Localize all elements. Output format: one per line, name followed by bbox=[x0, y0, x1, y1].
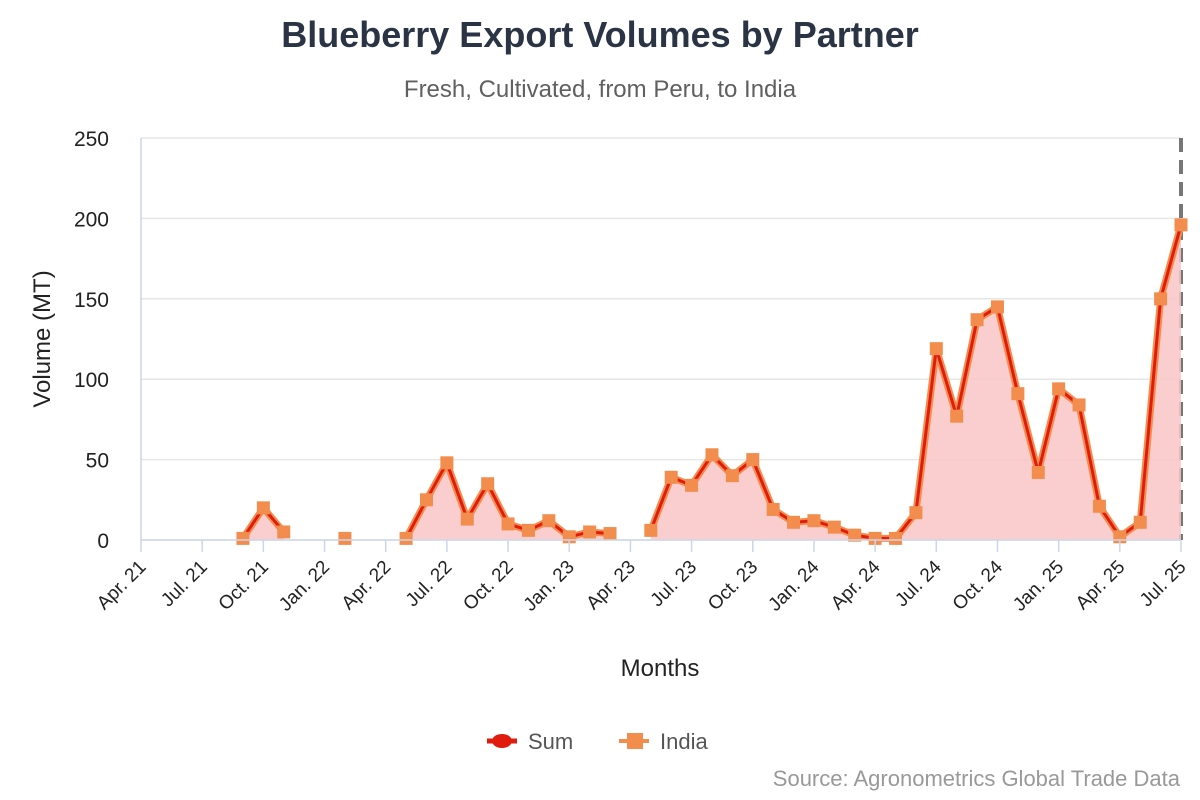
india-data-point[interactable] bbox=[685, 478, 699, 492]
india-data-point[interactable] bbox=[664, 470, 678, 484]
india-data-point[interactable] bbox=[419, 493, 433, 507]
x-tick-label: Jan. 23 bbox=[520, 557, 579, 616]
y-tick-label: 50 bbox=[86, 450, 109, 473]
x-tick-label: Jul. 21 bbox=[157, 557, 211, 611]
india-data-point[interactable] bbox=[705, 448, 719, 462]
india-data-point[interactable] bbox=[1052, 382, 1066, 396]
india-data-point[interactable] bbox=[1092, 499, 1106, 513]
india-data-point[interactable] bbox=[990, 300, 1004, 314]
india-data-point[interactable] bbox=[807, 514, 821, 528]
india-data-point[interactable] bbox=[889, 531, 903, 545]
india-data-point[interactable] bbox=[929, 342, 943, 356]
india-data-point[interactable] bbox=[848, 528, 862, 542]
y-tick-label: 0 bbox=[97, 530, 109, 553]
x-tick-label: Jan. 22 bbox=[275, 557, 334, 616]
india-data-point[interactable] bbox=[277, 525, 291, 539]
x-tick-label: Jul. 25 bbox=[1136, 557, 1190, 611]
sum-area bbox=[242, 507, 284, 540]
india-data-point[interactable] bbox=[1011, 387, 1025, 401]
x-tick-label: Jul. 24 bbox=[891, 556, 946, 611]
y-tick-label: 250 bbox=[74, 128, 109, 151]
legend-sum-marker[interactable] bbox=[492, 734, 512, 748]
india-data-point[interactable] bbox=[1031, 465, 1045, 479]
india-data-point[interactable] bbox=[1133, 515, 1147, 529]
india-data-point[interactable] bbox=[460, 512, 474, 526]
y-tick-label: 150 bbox=[74, 289, 109, 312]
india-data-point[interactable] bbox=[256, 501, 270, 515]
india-data-point[interactable] bbox=[746, 453, 760, 467]
x-tick-label: Apr. 25 bbox=[1072, 557, 1129, 614]
x-tick-label: Apr. 24 bbox=[827, 556, 885, 614]
y-tick-label: 200 bbox=[74, 208, 109, 231]
y-tick-label: 100 bbox=[74, 369, 109, 392]
india-data-point[interactable] bbox=[399, 531, 413, 545]
india-data-point[interactable] bbox=[603, 527, 617, 541]
india-data-point[interactable] bbox=[950, 409, 964, 423]
x-tick-label: Apr. 22 bbox=[338, 557, 395, 614]
india-data-point[interactable] bbox=[970, 313, 984, 327]
legend-india-label[interactable]: India bbox=[660, 729, 708, 754]
sum-area bbox=[650, 224, 1181, 540]
india-data-point[interactable] bbox=[542, 514, 556, 528]
legend: Sum India bbox=[487, 729, 708, 754]
chart-subtitle: Fresh, Cultivated, from Peru, to India bbox=[403, 76, 797, 103]
india-data-point[interactable] bbox=[1174, 218, 1188, 232]
legend-sum-label[interactable]: Sum bbox=[528, 729, 573, 754]
x-tick-label: Oct. 24 bbox=[949, 556, 1007, 614]
india-data-point[interactable] bbox=[481, 477, 495, 491]
india-data-point[interactable] bbox=[787, 515, 801, 529]
india-data-point[interactable] bbox=[827, 520, 841, 534]
india-data-point[interactable] bbox=[338, 531, 352, 545]
india-data-point[interactable] bbox=[501, 517, 515, 531]
india-data-point[interactable] bbox=[236, 531, 250, 545]
marker-layer bbox=[236, 218, 1188, 545]
x-tick-label: Apr. 21 bbox=[93, 557, 150, 614]
x-tick-label: Jul. 23 bbox=[647, 557, 701, 611]
x-tick-label: Jan. 24 bbox=[765, 556, 824, 615]
area-layer bbox=[242, 224, 1181, 540]
sum-area bbox=[406, 462, 611, 540]
x-axis-title: Months bbox=[621, 655, 700, 682]
chart-title: Blueberry Export Volumes by Partner bbox=[281, 14, 919, 55]
y-axis-title: Volume (MT) bbox=[29, 270, 56, 407]
india-data-point[interactable] bbox=[1154, 292, 1168, 306]
x-tick-label: Oct. 21 bbox=[215, 557, 273, 615]
x-tick-label: Jul. 22 bbox=[402, 557, 456, 611]
chart-credits[interactable]: Source: Agronometrics Global Trade Data bbox=[772, 766, 1180, 791]
x-tick-label: Oct. 22 bbox=[459, 557, 517, 615]
india-data-point[interactable] bbox=[1072, 398, 1086, 412]
x-tick-label: Apr. 23 bbox=[583, 557, 640, 614]
india-data-point[interactable] bbox=[583, 525, 597, 539]
india-data-point[interactable] bbox=[766, 502, 780, 516]
x-tick-label: Oct. 23 bbox=[704, 557, 762, 615]
india-data-point[interactable] bbox=[521, 523, 535, 537]
india-data-point[interactable] bbox=[909, 506, 923, 520]
legend-india-marker[interactable] bbox=[627, 733, 643, 749]
india-data-point[interactable] bbox=[440, 456, 454, 470]
india-data-point[interactable] bbox=[725, 469, 739, 483]
x-tick-label: Jan. 25 bbox=[1009, 557, 1068, 616]
india-data-point[interactable] bbox=[868, 531, 882, 545]
india-data-point[interactable] bbox=[644, 523, 658, 537]
